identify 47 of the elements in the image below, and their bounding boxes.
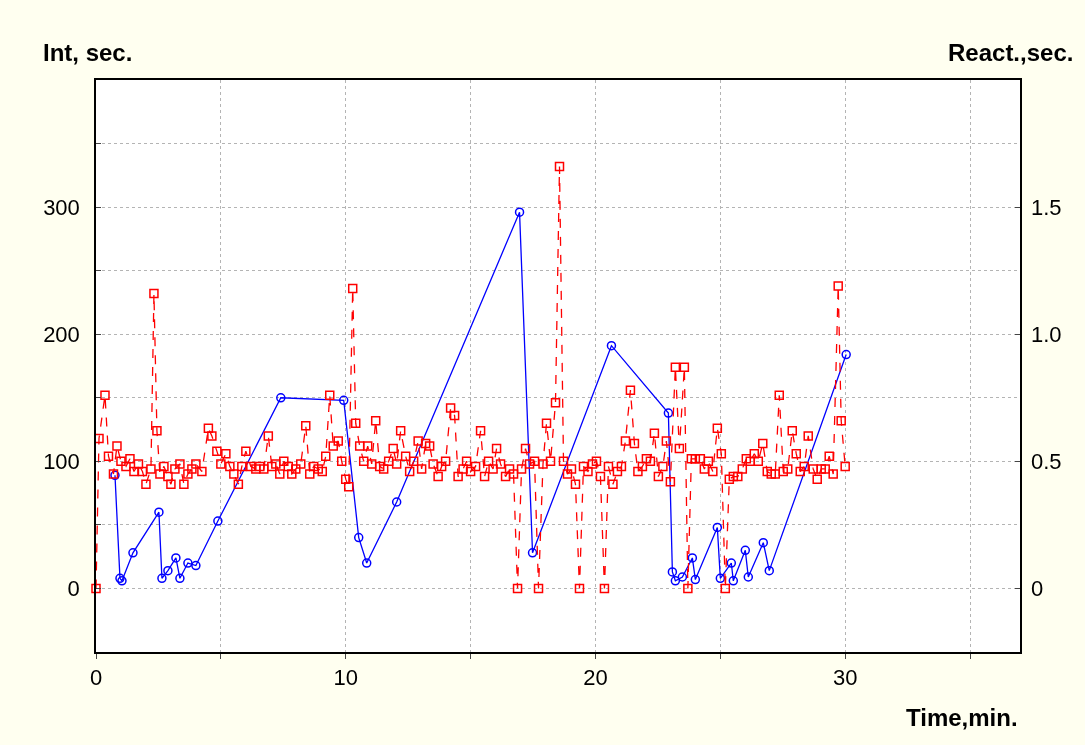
y2-tick-label: 0.5 [1031, 449, 1062, 475]
point [154, 507, 164, 517]
point [353, 532, 364, 543]
y2-tick-label: 1.5 [1031, 194, 1062, 220]
point [764, 565, 775, 576]
x-tick-label: 20 [583, 665, 608, 691]
point [743, 572, 754, 582]
point [361, 558, 372, 568]
point [338, 395, 349, 406]
y-axis-title: Int, sec. [43, 39, 133, 66]
point [728, 576, 739, 586]
point [175, 573, 185, 584]
point [276, 393, 286, 403]
y2-tick-label: 1.0 [1031, 321, 1062, 347]
x-axis-title: Time,min. [906, 704, 1018, 731]
x-tick-label: 0 [89, 665, 103, 691]
point [740, 545, 751, 556]
y2-tick-label: 0 [1031, 576, 1044, 602]
point [670, 576, 681, 586]
point [758, 537, 769, 548]
y-tick-label: 100 [43, 449, 80, 475]
point [726, 558, 737, 568]
point [690, 574, 701, 585]
point [514, 207, 525, 217]
point [213, 516, 223, 526]
y-tick-label: 200 [43, 321, 80, 347]
point [157, 573, 167, 584]
point [527, 548, 538, 558]
point [606, 340, 617, 351]
point [677, 572, 688, 582]
y2-axis-title: React.,sec. [948, 39, 1074, 66]
point [715, 573, 726, 584]
point [663, 408, 674, 418]
point [667, 567, 678, 577]
point [191, 560, 201, 571]
x-tick-label: 10 [333, 665, 358, 691]
point [712, 522, 723, 533]
point [163, 565, 173, 576]
point [391, 497, 402, 507]
point [128, 548, 138, 558]
y-tick-label: 300 [43, 194, 80, 220]
point [171, 553, 181, 563]
x-tick-label: 30 [832, 665, 858, 691]
y-tick-label: 0 [67, 576, 80, 602]
point [183, 558, 193, 568]
point [687, 553, 698, 563]
point [841, 349, 851, 360]
